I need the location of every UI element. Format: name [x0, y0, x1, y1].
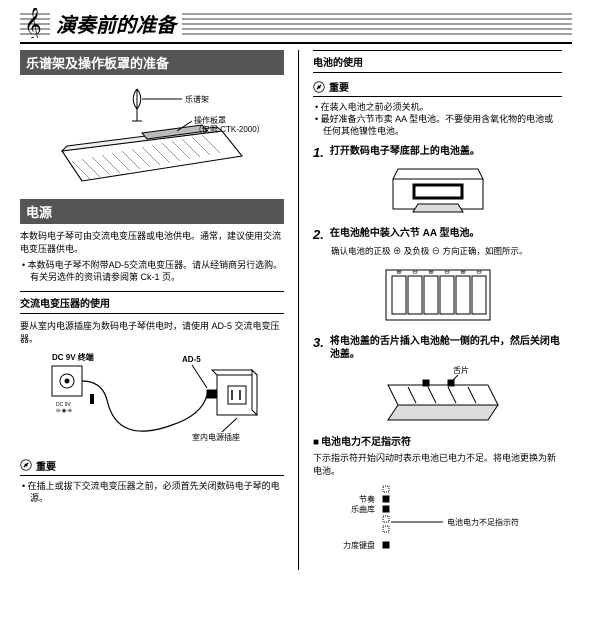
figure-cover-tabs: 舌片 — [313, 365, 562, 425]
step1-text: 打开数码电子琴底部上的电池盖。 — [330, 145, 562, 160]
figure-adapter: DC 9V 终端 DC 9V ⊖-◉-⊕ AD-5 — [20, 350, 284, 450]
left-column: 乐谱架及操作板罩的准备 乐谱架 — [20, 50, 284, 570]
power-bullets: 本数码电子琴不附带AD-5交流电变压器。请从经销商另行选购。有关另选件的资讯请参… — [20, 259, 284, 283]
velocity-label: 力度键盘 — [343, 540, 375, 550]
imp-b2: 最好准备六节市卖 AA 型电池。不要使用含氧化物的电池或任何其他镍性电池。 — [315, 113, 562, 137]
adapter-para: 要从室内电源插座为数码电子琴供电时，请使用 AD-5 交流电变压器。 — [20, 320, 284, 345]
step2-note: 确认电池的正极 ⊕ 及负极 ⊖ 方向正确，如图所示。 — [331, 246, 562, 258]
figure-keyboard: 乐谱架 — [20, 81, 284, 191]
warning-icon — [20, 459, 32, 471]
warning-icon — [313, 81, 325, 93]
step-3: 3. 将电池盖的舌片插入电池舱一侧的孔中，然后关闭电池盖。 — [313, 335, 562, 361]
important-block-left: 重要 在插上或拔下交流电变压器之前，必须首先关闭数码电子琴的电源。 — [20, 458, 284, 504]
treble-clef-icon: 𝄞 — [24, 8, 42, 38]
indicator-label: 电池电力不足指示符 — [447, 517, 519, 527]
svg-text:⊕: ⊕ — [428, 269, 434, 276]
low-batt-para: 下示指示符开始闪动时表示电池已电力不足。将电池更换为新电池。 — [313, 452, 562, 477]
columns: 乐谱架及操作板罩的准备 乐谱架 — [0, 50, 592, 570]
tab-label: 舌片 — [453, 365, 469, 375]
step1-num: 1. — [313, 145, 324, 160]
important-label-right: 重要 — [329, 79, 349, 94]
dc-terminal-label: DC 9V 终端 — [52, 352, 94, 362]
step3-num: 3. — [313, 335, 324, 361]
label-stand: 乐谱架 — [185, 94, 209, 104]
svg-text:⊖: ⊖ — [412, 269, 418, 276]
figure-indicator: 节奏 乐曲库 力度键盘 电池电力不足指示符 — [323, 482, 562, 562]
battery-heading: 电池的使用 — [313, 50, 562, 73]
important-label-left: 重要 — [36, 458, 56, 473]
sec2-heading: 电源 — [20, 199, 284, 224]
svg-text:⊕: ⊕ — [396, 269, 402, 276]
low-batt-heading: 电池电力不足指示符 — [313, 433, 562, 448]
svg-text:⊖: ⊖ — [444, 269, 450, 276]
staff-lines: 𝄞 演奏前的准备 — [20, 8, 572, 38]
outlet-label: 室内电源插座 — [192, 432, 240, 442]
sec1-heading: 乐谱架及操作板罩的准备 — [20, 50, 284, 75]
svg-text:⊖-◉-⊕: ⊖-◉-⊕ — [56, 408, 72, 414]
step3-text: 将电池盖的舌片插入电池舱一侧的孔中，然后关闭电池盖。 — [330, 335, 562, 361]
right-column: 电池的使用 重要 在装入电池之前必须关机。 最好准备六节市卖 AA 型电池。不要… — [298, 50, 562, 570]
ad5-label: AD-5 — [182, 355, 201, 364]
figure-batteries: ⊕ ⊖ ⊕ ⊖ ⊕ ⊖ — [313, 262, 562, 327]
step2-num: 2. — [313, 227, 324, 242]
rhythm-label: 节奏 — [359, 494, 375, 504]
power-bullet1: 本数码电子琴不附带AD-5交流电变压器。请从经销商另行选购。有关另选件的资讯请参… — [22, 259, 284, 283]
important-bullet-left: 在插上或拔下交流电变压器之前，必须首先关闭数码电子琴的电源。 — [22, 480, 284, 504]
step-2: 2. 在电池舱中装入六节 AA 型电池。 — [313, 227, 562, 242]
step-1: 1. 打开数码电子琴底部上的电池盖。 — [313, 145, 562, 160]
header-rule — [20, 42, 572, 44]
svg-text:⊖: ⊖ — [476, 269, 482, 276]
page-title: 演奏前的准备 — [50, 9, 182, 38]
page-header: 𝄞 演奏前的准备 — [0, 0, 592, 42]
imp-b1: 在装入电池之前必须关机。 — [315, 101, 562, 113]
step2-text: 在电池舱中装入六节 AA 型电池。 — [330, 227, 562, 242]
figure-battery-cover — [313, 164, 562, 219]
label-cover: 操作板罩 — [194, 115, 226, 125]
label-cover-note: （仅限 CTK-2000） — [194, 124, 262, 134]
songbank-label: 乐曲库 — [351, 504, 375, 514]
adapter-subheading: 交流电变压器的使用 — [20, 291, 284, 314]
power-para1: 本数码电子琴可由交流电变压器或电池供电。通常，建议使用交流电变压器供电。 — [20, 230, 284, 255]
svg-text:⊕: ⊕ — [460, 269, 466, 276]
important-block-right: 重要 在装入电池之前必须关机。 最好准备六节市卖 AA 型电池。不要使用含氧化物… — [313, 79, 562, 137]
